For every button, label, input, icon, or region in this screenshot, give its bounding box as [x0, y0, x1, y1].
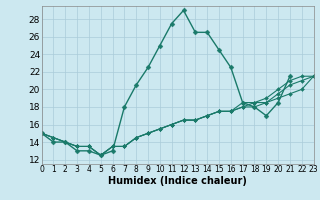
X-axis label: Humidex (Indice chaleur): Humidex (Indice chaleur): [108, 176, 247, 186]
